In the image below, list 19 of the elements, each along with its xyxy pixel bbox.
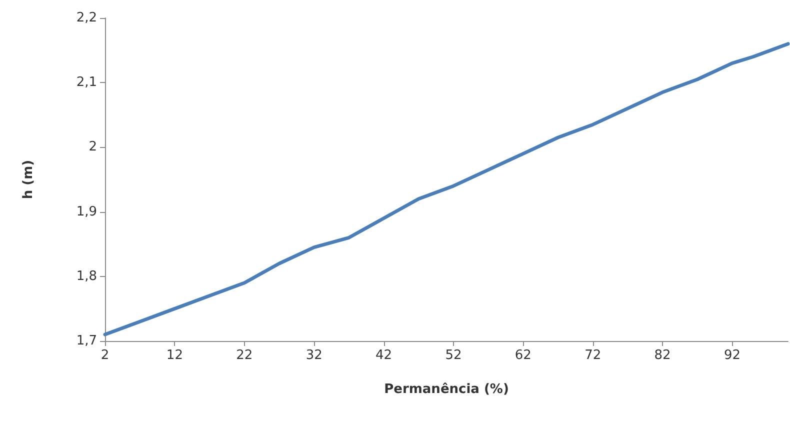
x-tick-label: 92 [724,348,741,363]
y-tick-label: 2,1 [76,75,97,90]
x-tick-label: 32 [306,348,322,363]
y-tick-label: 2,2 [76,10,97,26]
x-tick-label: 42 [376,348,392,363]
x-tick-label: 72 [584,348,602,363]
y-tick-label: 1,8 [76,268,97,284]
x-tick-label: 82 [654,348,671,363]
x-tick-label: 22 [236,348,253,363]
line-series [103,42,790,336]
x-tick-label: 62 [514,348,532,363]
x-axis-title: Permanência (%) [384,382,509,397]
y-tick-label: 1,9 [76,204,97,220]
y-tick-label: 1,7 [76,334,97,348]
x-tick-label: 52 [445,348,462,363]
x-tick-label: 2 [100,348,110,363]
x-tick-label: 12 [166,348,183,363]
y-tick-label: 2 [88,140,97,155]
y-axis-title: h (m) [21,160,36,200]
